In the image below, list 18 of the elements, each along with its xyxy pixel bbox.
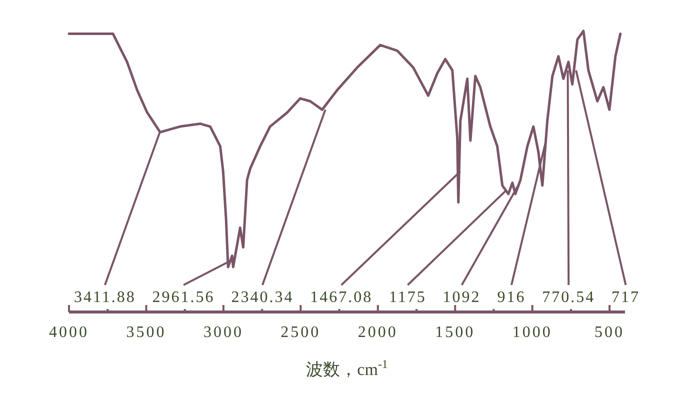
annotation: 1092	[442, 289, 481, 306]
x-tick-label: 2000	[358, 324, 398, 341]
annotation: 770.54	[542, 289, 596, 306]
x-axis-title: 波数，cm$^{-1}$	[306, 357, 388, 379]
x-tick-label: 4000	[49, 324, 89, 341]
x-tick-label: 2500	[280, 324, 321, 341]
annotation: 2961.56	[152, 289, 215, 306]
annotation: 717	[612, 289, 640, 306]
x-tick-label: 500	[594, 324, 625, 341]
x-tick-label: 3500	[126, 324, 166, 341]
annotation: 916	[497, 289, 526, 306]
annotation: 3411.88	[74, 289, 136, 306]
x-tick-label: 1000	[512, 324, 552, 341]
annotation: 2340.34	[231, 289, 294, 306]
x-tick-label: 3000	[203, 324, 244, 341]
x-tick-label: 1500	[435, 324, 476, 341]
annotation: 1175	[389, 289, 426, 306]
annotation: 1467.08	[310, 289, 373, 306]
